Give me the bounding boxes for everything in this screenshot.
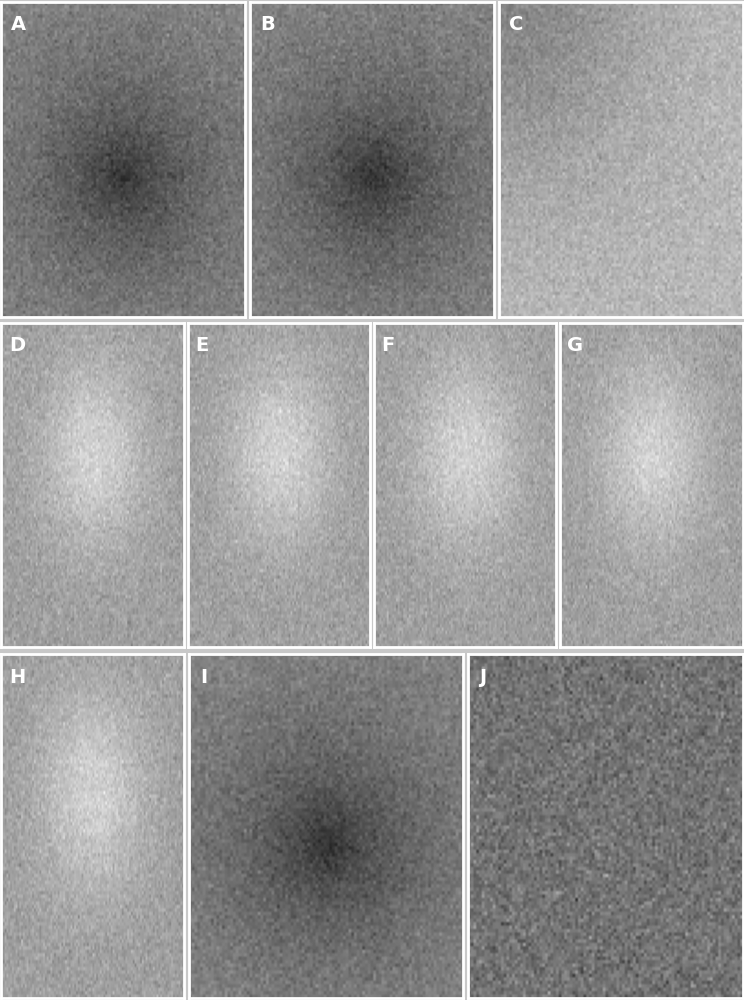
Text: E: E [195,336,208,355]
Text: C: C [508,15,523,34]
Text: H: H [9,668,25,687]
Text: F: F [381,336,394,355]
Text: I: I [200,668,208,687]
Text: A: A [11,15,26,34]
Text: D: D [9,336,25,355]
Text: J: J [479,668,487,687]
Text: G: G [567,336,583,355]
Text: B: B [260,15,275,34]
